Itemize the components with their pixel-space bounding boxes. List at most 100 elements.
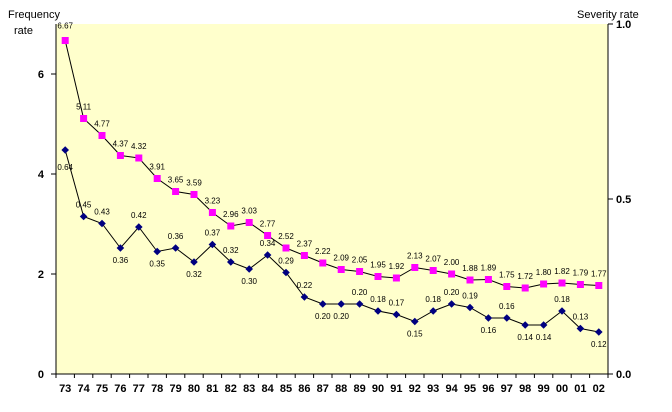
- frequency-rate-point: [540, 280, 548, 288]
- severity-rate-point: [595, 328, 603, 336]
- frequency-rate-point: [356, 268, 364, 275]
- x-tick-label: 95: [464, 383, 476, 395]
- severity-data-label: 0.17: [389, 299, 405, 308]
- severity-data-label: 0.18: [370, 295, 386, 304]
- frequency-data-label: 2.96: [223, 210, 239, 219]
- x-tick-label: 83: [243, 383, 255, 395]
- frequency-rate-point: [558, 279, 566, 287]
- frequency-rate-point: [319, 259, 327, 267]
- frequency-data-label: 3.03: [241, 207, 257, 216]
- frequency-data-label: 2.05: [352, 256, 368, 265]
- frequency-data-label: 4.77: [94, 120, 110, 129]
- x-tick-label: 82: [225, 383, 237, 395]
- severity-data-label: 0.22: [297, 281, 313, 290]
- severity-data-label: 0.32: [186, 270, 202, 279]
- frequency-data-label: 1.75: [499, 271, 515, 280]
- x-tick-label: 89: [353, 383, 365, 395]
- x-tick-label: 02: [593, 383, 605, 395]
- y-right-tick-label: 1.0: [616, 19, 631, 31]
- frequency-data-label: 1.77: [591, 270, 607, 279]
- frequency-rate-point: [484, 276, 492, 283]
- severity-data-label: 0.36: [113, 256, 129, 265]
- severity-rate-point: [227, 258, 235, 266]
- frequency-data-label: 2.09: [333, 254, 349, 263]
- severity-data-label: 0.20: [315, 312, 331, 321]
- frequency-data-label: 2.13: [407, 252, 423, 261]
- frequency-rate-point: [80, 115, 88, 122]
- severity-rate-point: [319, 300, 327, 308]
- severity-data-label: 0.20: [352, 288, 368, 297]
- frequency-data-label: 1.72: [517, 272, 533, 281]
- frequency-data-label: 1.89: [481, 264, 497, 273]
- frequency-data-label: 2.77: [260, 220, 276, 229]
- y-left-tick-label: 0: [38, 369, 44, 381]
- plot-area: [56, 24, 608, 374]
- x-tick-label: 78: [151, 383, 163, 395]
- frequency-rate-point: [153, 175, 161, 182]
- severity-rate-point: [171, 244, 180, 252]
- y-right-tick-label: 0.0: [616, 369, 631, 381]
- severity-rate-point: [98, 219, 106, 228]
- x-tick-label: 79: [169, 383, 181, 395]
- severity-data-label: 0.16: [481, 326, 497, 335]
- frequency-rate-point: [595, 282, 603, 289]
- x-tick-label: 87: [317, 383, 329, 395]
- x-tick-label: 94: [445, 383, 458, 395]
- severity-rate-point: [558, 307, 566, 315]
- severity-rate-point: [411, 317, 419, 326]
- frequency-data-label: 2.00: [444, 258, 460, 267]
- severity-data-label: 0.14: [536, 333, 552, 342]
- frequency-rate-point: [172, 188, 180, 195]
- frequency-rate-point: [337, 266, 345, 273]
- frequency-data-label: 2.52: [278, 232, 294, 241]
- frequency-rate-point: [245, 219, 253, 226]
- severity-rate-point: [429, 307, 437, 315]
- severity-rate-point: [245, 265, 253, 273]
- severity-data-label: 0.45: [76, 201, 92, 210]
- x-tick-label: 98: [519, 383, 531, 395]
- x-tick-label: 81: [206, 383, 218, 395]
- frequency-data-label: 1.82: [554, 267, 570, 276]
- severity-data-label: 0.43: [94, 208, 110, 217]
- x-tick-label: 90: [372, 383, 384, 395]
- x-tick-label: 76: [114, 383, 126, 395]
- frequency-rate-point: [392, 274, 400, 282]
- severity-data-label: 0.29: [278, 257, 294, 266]
- frequency-data-label: 3.91: [149, 163, 165, 172]
- y-left-tick-label: 6: [38, 69, 44, 81]
- x-tick-label: 74: [77, 383, 90, 395]
- y-left-tick-label: 2: [38, 269, 44, 281]
- severity-rate-point: [282, 268, 290, 277]
- severity-rate-point: [503, 314, 511, 322]
- x-tick-label: 80: [188, 383, 200, 395]
- severity-data-label: 0.12: [591, 340, 607, 349]
- frequency-data-label: 4.37: [113, 140, 129, 149]
- severity-rate-point: [208, 240, 217, 249]
- frequency-data-label: 1.95: [370, 261, 386, 270]
- severity-data-label: 0.13: [573, 313, 589, 322]
- frequency-rate-point: [521, 284, 529, 292]
- frequency-rate-point: [190, 191, 198, 198]
- severity-rate-point: [392, 310, 401, 319]
- x-tick-label: 92: [409, 383, 421, 395]
- frequency-rate-point: [576, 281, 584, 288]
- severity-data-label: 0.42: [131, 211, 147, 220]
- y-left-title-line2: rate: [14, 25, 33, 37]
- severity-rate-point: [447, 300, 456, 308]
- severity-rate-point: [374, 307, 382, 315]
- frequency-data-label: 1.79: [573, 269, 589, 278]
- frequency-rate-point: [116, 152, 124, 159]
- severity-rate-point: [61, 146, 69, 154]
- frequency-data-label: 2.07: [425, 255, 441, 264]
- frequency-data-label: 1.88: [462, 264, 478, 273]
- frequency-rate-point: [135, 154, 143, 162]
- severity-rate-point: [79, 212, 88, 221]
- x-tick-label: 77: [133, 383, 145, 395]
- severity-rate-point: [576, 324, 585, 333]
- severity-rate-point: [484, 314, 493, 322]
- frequency-data-label: 3.59: [186, 179, 202, 188]
- frequency-rate-point: [208, 209, 216, 216]
- severity-data-label: 0.37: [205, 229, 221, 238]
- frequency-data-label: 2.22: [315, 247, 331, 256]
